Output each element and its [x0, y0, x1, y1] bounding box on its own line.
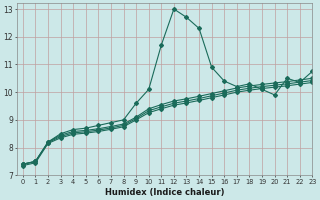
X-axis label: Humidex (Indice chaleur): Humidex (Indice chaleur) [105, 188, 224, 197]
